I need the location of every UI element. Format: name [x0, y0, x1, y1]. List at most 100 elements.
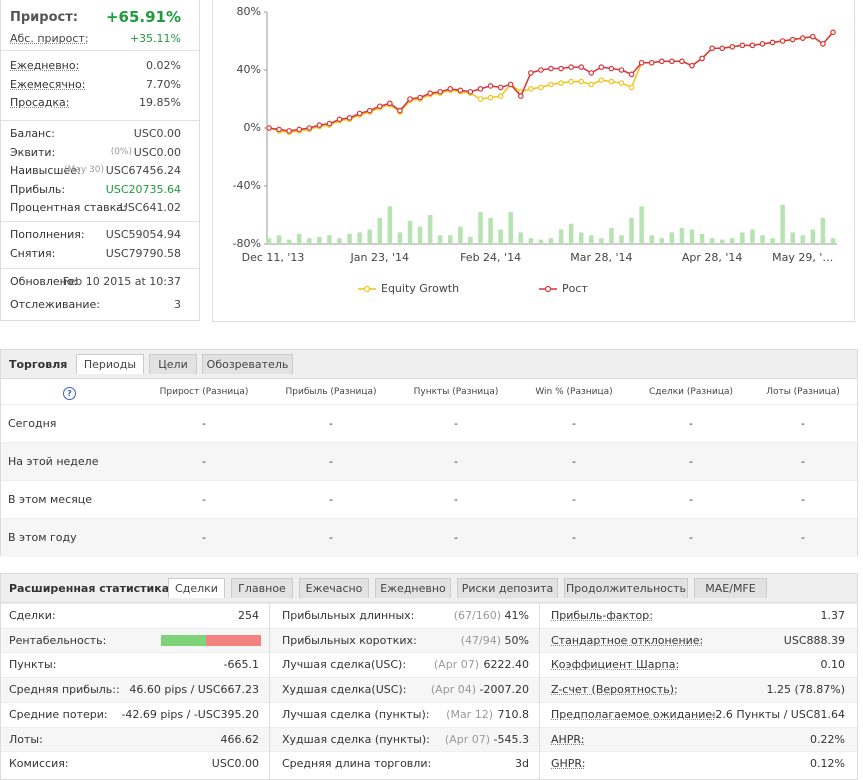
series-point: [568, 78, 574, 85]
volume-bar: [689, 229, 695, 244]
tab[interactable]: Обозреватель: [202, 354, 293, 374]
volume-bar: [719, 239, 725, 244]
table-row: [1, 442, 857, 481]
volume-bar: [709, 238, 715, 244]
cell: -: [572, 493, 576, 506]
help-icon[interactable]: ?: [63, 387, 76, 400]
abs-gain-label: Абс. прирост:: [10, 32, 89, 45]
stat-label: Средние потери:: [9, 707, 108, 721]
volume-bar: [558, 229, 564, 244]
series-point: [588, 81, 595, 88]
series-point: [477, 96, 484, 102]
stat-value: Feb 10 2015 at 10:37: [62, 275, 181, 288]
volume-bar: [780, 204, 785, 244]
series-point: [417, 94, 423, 101]
y-tick-label: 0%: [244, 121, 261, 134]
stat-label: Средняя прибыль::: [9, 683, 120, 697]
stat-value: USC59054.94: [105, 228, 181, 241]
volume-bar: [699, 233, 705, 244]
volume-bar: [589, 235, 594, 244]
stat-label: Стандартное отклонение:: [551, 633, 704, 647]
cell: -: [801, 417, 805, 430]
legend-marker: [363, 285, 371, 293]
series-point: [830, 29, 836, 36]
stat-value: 19.85%: [139, 96, 181, 109]
stat-note: (67/160): [453, 609, 501, 622]
volume-bar: [317, 236, 322, 244]
series-point: [568, 64, 574, 70]
stat-note: (Apr 07): [444, 732, 490, 746]
trading-panel: Торговля Периоды Цели Обозреватель? Прирост …: [0, 349, 858, 557]
tab[interactable]: Сделки: [168, 578, 225, 598]
series-point: [376, 103, 383, 110]
row-label: В этом году: [8, 531, 77, 544]
cell: -: [202, 417, 206, 430]
stat-note: (May 30): [64, 165, 104, 175]
tab[interactable]: Ежедневно: [375, 578, 451, 598]
cell: -: [801, 455, 805, 468]
series-point: [387, 100, 393, 107]
stat-note: (Apr 07): [433, 658, 479, 672]
series-point: [427, 90, 433, 97]
column-header: Сделки (Разница): [648, 387, 734, 397]
volume-bar: [518, 232, 524, 244]
stat-value: -42.69 pips / -USC395.20: [121, 707, 259, 721]
series-point: [497, 84, 504, 91]
tab[interactable]: MAE/MFE: [694, 578, 767, 598]
stat-value: 254: [238, 609, 259, 622]
stat-label: Z-счет (Вероятность):: [551, 683, 678, 697]
stat-label: Снятия:: [10, 246, 56, 260]
volume-bar: [629, 217, 634, 244]
volume-bar: [337, 238, 342, 244]
tab[interactable]: Цели: [149, 354, 197, 374]
abs-gain-value: +35.11%: [129, 32, 181, 45]
table-row: [1, 701, 857, 728]
stat-note: (47/94): [460, 633, 501, 647]
stat-label: Баланс:: [10, 127, 56, 140]
cell: -: [689, 455, 693, 468]
stat-label: Пополнения:: [10, 228, 85, 241]
stat-value: -2.6 Пункты / USC81.64: [711, 707, 845, 721]
stat-label: Прибыльных коротких:: [282, 633, 417, 647]
stat-note: (0%): [110, 146, 132, 157]
stat-value: 7.70%: [146, 77, 181, 91]
series-point: [578, 64, 585, 70]
volume-bar: [458, 226, 463, 244]
series-point: [598, 64, 605, 70]
column-divider: [539, 603, 540, 779]
stat-value: -USC641.02: [115, 201, 181, 214]
stat-value: -2007.20: [479, 683, 529, 697]
stat-value: -665.1: [223, 658, 259, 672]
x-tick-label: Feb 24, '14: [460, 251, 521, 264]
volume-bar: [498, 229, 503, 244]
tab[interactable]: Ежечасно: [299, 578, 369, 598]
legend-label: Equity Growth: [381, 282, 459, 295]
volume-bar: [347, 233, 352, 244]
stat-label: Пункты:: [9, 658, 57, 672]
tab[interactable]: Продолжительность: [564, 578, 688, 598]
series-point: [538, 67, 544, 73]
volume-bar: [528, 238, 534, 244]
volume-bar: [468, 236, 473, 244]
volume-bar: [679, 228, 685, 244]
cell: -: [329, 417, 333, 430]
volume-bar: [599, 238, 604, 244]
series-point: [366, 107, 373, 114]
cell: -: [202, 455, 206, 468]
stat-label: Прибыль-фактор:: [551, 609, 653, 622]
tab[interactable]: Главное: [231, 578, 293, 598]
volume-bar: [750, 229, 755, 244]
table-row: [1, 677, 857, 703]
stat-value: USC888.39: [783, 633, 845, 647]
tab[interactable]: Периоды: [76, 354, 144, 374]
stat-label: Лоты:: [9, 732, 43, 746]
stat-value: 6222.40: [483, 658, 530, 672]
stat-label: Просадка:: [10, 96, 70, 109]
series-point: [618, 80, 625, 86]
cell: -: [689, 417, 693, 430]
gain-label: Прирост:: [10, 10, 78, 25]
volume-bar: [770, 238, 775, 244]
series-point: [779, 38, 786, 44]
tab[interactable]: Риски депозита: [457, 578, 558, 598]
stat-value: 3: [174, 298, 181, 311]
